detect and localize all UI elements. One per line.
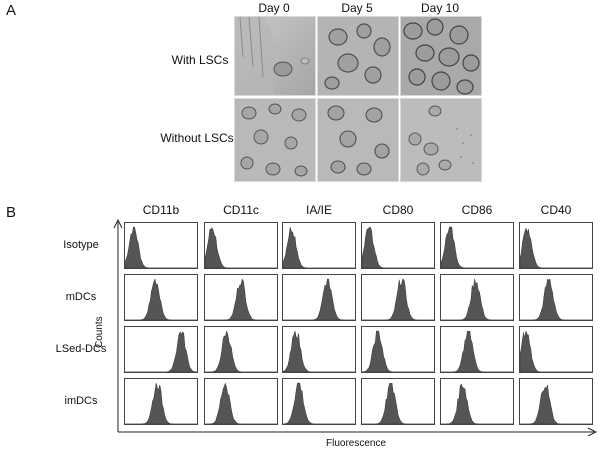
column-header: CD11b: [142, 203, 180, 217]
histogram-imdcs-cd80: [361, 378, 435, 425]
histogram-imdcs-cd86: [440, 378, 514, 425]
histogram-isotype-ia-ie: [282, 222, 356, 269]
micrograph-without-day0: [234, 98, 316, 182]
y-axis-label: Counts: [94, 316, 105, 348]
axes: [113, 218, 598, 436]
micrograph-with-day5: [317, 16, 399, 96]
histogram-imdcs-cd40: [519, 378, 593, 425]
column-header: IA/IE: [305, 203, 332, 217]
row-label: LSed-DCs: [55, 342, 107, 355]
micrograph-with-day0: [234, 16, 316, 96]
histogram-lsed-dcs-cd40: [519, 326, 593, 373]
day-label-0: Day 0: [258, 1, 290, 15]
micrograph-without-day5: [317, 98, 399, 182]
row-label: mDCs: [65, 290, 97, 303]
histogram-imdcs-ia-ie: [282, 378, 356, 425]
histogram-imdcs-cd11c: [204, 378, 278, 425]
histogram-lsed-dcs-ia-ie: [282, 326, 356, 373]
day-label-5: Day 5: [341, 1, 373, 15]
column-header: CD80: [382, 203, 414, 217]
histogram-mdcs-cd80: [361, 274, 435, 321]
histogram-lsed-dcs-cd80: [361, 326, 435, 373]
column-header: CD40: [540, 203, 572, 217]
panel-b-letter: B: [6, 204, 17, 221]
panel-a-letter: A: [6, 2, 17, 19]
column-header: CD11c: [223, 203, 259, 217]
histogram-mdcs-cd11c: [204, 274, 278, 321]
column-header: CD86: [461, 203, 493, 217]
row-label-without-lscs: Without LSCs: [160, 131, 234, 145]
micrograph-with-day10: [400, 16, 482, 96]
histogram-lsed-dcs-cd11c: [204, 326, 278, 373]
day-label-10: Day 10: [420, 1, 460, 15]
histogram-isotype-cd40: [519, 222, 593, 269]
histogram-mdcs-ia-ie: [282, 274, 356, 321]
x-axis-label: Fluorescence: [325, 438, 387, 449]
histogram-lsed-dcs-cd11b: [124, 326, 198, 373]
histogram-imdcs-cd11b: [124, 378, 198, 425]
micrograph-without-day10: [400, 98, 482, 182]
histogram-isotype-cd11b: [124, 222, 198, 269]
histogram-isotype-cd80: [361, 222, 435, 269]
histogram-mdcs-cd11b: [124, 274, 198, 321]
histogram-mdcs-cd86: [440, 274, 514, 321]
row-label: Isotype: [63, 238, 99, 251]
histogram-isotype-cd11c: [204, 222, 278, 269]
histogram-lsed-dcs-cd86: [440, 326, 514, 373]
histogram-isotype-cd86: [440, 222, 514, 269]
row-label-with-lscs: With LSCs: [171, 53, 229, 67]
histogram-mdcs-cd40: [519, 274, 593, 321]
row-label: imDCs: [64, 394, 98, 407]
